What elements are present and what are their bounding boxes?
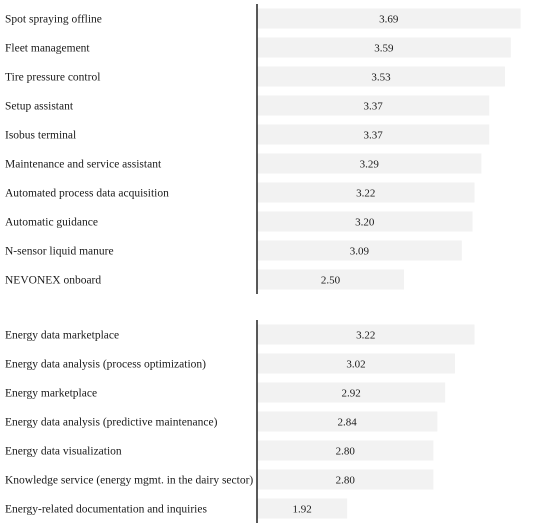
- category-label: Maintenance and service assistant: [5, 159, 162, 171]
- category-label: Isobus terminal: [5, 130, 76, 142]
- value-label: 2.80: [336, 475, 356, 487]
- bar: [257, 182, 475, 203]
- bar: [257, 411, 438, 432]
- bar: [257, 469, 434, 490]
- value-label: 2.50: [321, 275, 341, 287]
- category-label: Energy data analysis (predictive mainten…: [5, 417, 218, 429]
- category-label: Energy data visualization: [5, 446, 122, 458]
- bar: [257, 37, 511, 58]
- category-label: Automatic guidance: [5, 217, 98, 229]
- bar: [257, 153, 482, 174]
- bar: [257, 124, 490, 145]
- category-label: Fleet management: [5, 43, 90, 55]
- value-label: 3.09: [350, 246, 370, 258]
- category-label: Energy data marketplace: [5, 330, 119, 342]
- bar: [257, 324, 475, 345]
- category-label: Spot spraying offline: [5, 14, 102, 26]
- value-label: 3.37: [364, 130, 384, 142]
- value-label: 3.22: [356, 330, 375, 342]
- value-label: 3.29: [360, 159, 380, 171]
- value-label: 1.92: [292, 504, 311, 516]
- bar: [257, 66, 505, 87]
- category-label: NEVONEX onboard: [5, 275, 101, 287]
- value-label: 3.20: [355, 217, 375, 229]
- category-label: Tire pressure control: [5, 72, 100, 84]
- value-label: 3.22: [356, 188, 375, 200]
- value-label: 3.69: [379, 14, 399, 26]
- bar: [257, 211, 473, 232]
- category-label: N-sensor liquid manure: [5, 246, 114, 258]
- bar: [257, 440, 434, 461]
- value-label: 3.53: [371, 72, 391, 84]
- value-label: 3.37: [364, 101, 384, 113]
- category-label: Energy-related documentation and inquiri…: [5, 504, 207, 516]
- category-label: Energy marketplace: [5, 388, 97, 400]
- value-label: 3.02: [346, 359, 365, 371]
- category-label: Setup assistant: [5, 101, 74, 113]
- bar: [257, 8, 521, 29]
- category-label: Knowledge service (energy mgmt. in the d…: [5, 475, 253, 487]
- bar: [257, 353, 455, 374]
- value-label: 2.80: [336, 446, 356, 458]
- category-label: Automated process data acquisition: [5, 188, 169, 200]
- category-label: Energy data analysis (process optimizati…: [5, 359, 206, 371]
- bar: [257, 498, 348, 519]
- bar: [257, 269, 404, 290]
- chart-top: Spot spraying offline 3.69 Fleet managemen…: [5, 4, 521, 294]
- chart-bottom: Energy data marketplace 3.22 Energy data a…: [5, 320, 475, 523]
- value-label: 2.92: [341, 388, 360, 400]
- bar: [257, 95, 490, 116]
- bar: [257, 382, 446, 403]
- value-label: 3.59: [374, 43, 394, 55]
- value-label: 2.84: [338, 417, 358, 429]
- bar: [257, 240, 462, 261]
